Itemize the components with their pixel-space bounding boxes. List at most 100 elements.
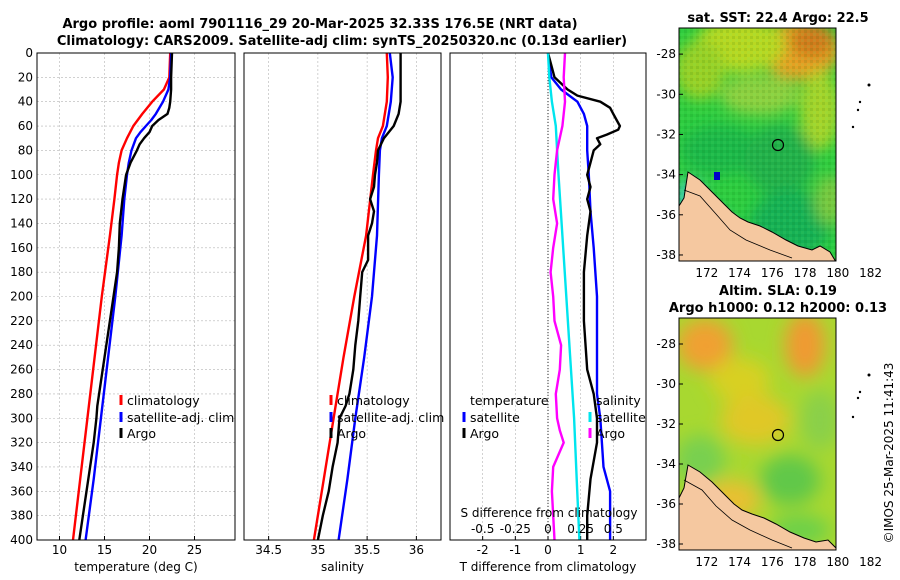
- sst-map: sat. SST: 22.4 Argo: 22.5: [656, 11, 882, 280]
- legend-label: climatology: [127, 393, 200, 408]
- legend-title-salinity: salinity: [596, 393, 641, 408]
- map-lat-label: -36: [656, 208, 676, 222]
- y-tick-label: 220: [10, 314, 33, 328]
- x-axis-label: T difference from climatology: [459, 560, 637, 574]
- legend-label: Argo: [337, 426, 366, 441]
- map-lat-label: -36: [656, 497, 676, 511]
- legend-label: satellite: [596, 410, 646, 425]
- sst-map-frame: [678, 27, 837, 262]
- map-lat-label: -28: [656, 337, 676, 351]
- y-tick-label: 40: [18, 95, 33, 109]
- map-lon-label: 172: [695, 266, 718, 280]
- plot-area: [244, 53, 441, 540]
- salinity-tick-label: 0.25: [567, 522, 594, 536]
- sst-map-title: sat. SST: 22.4 Argo: 22.5: [687, 11, 868, 26]
- y-tick-label: 180: [10, 265, 33, 279]
- map-lon-label: 182: [859, 266, 882, 280]
- map-lat-label: -38: [656, 537, 676, 551]
- map-lon-label: 178: [794, 555, 817, 569]
- y-tick-label: 200: [10, 290, 33, 304]
- salinity-tick-label: -0.25: [500, 522, 531, 536]
- sla-map-image: [679, 318, 836, 550]
- x-tick-label: 35.5: [354, 543, 381, 557]
- series-line-salinity-Argo: [549, 52, 567, 541]
- legend-label: Argo: [127, 426, 156, 441]
- legend-title-temperature: temperature: [470, 393, 549, 408]
- series-line-climatology: [312, 52, 389, 541]
- series-line-climatology: [71, 52, 172, 541]
- x-tick-label: 25: [187, 543, 202, 557]
- x-axis-label: salinity: [321, 560, 364, 574]
- y-tick-label: 100: [10, 168, 33, 182]
- y-tick-label: 160: [10, 241, 33, 255]
- y-tick-label: 280: [10, 387, 33, 401]
- salinity-panel: 34.5 35 35.5 36 salinity climatology satellite…: [243, 52, 444, 574]
- y-tick-label: 300: [10, 411, 33, 425]
- x-tick-label: 36: [409, 543, 424, 557]
- map-lon-label: 176: [761, 555, 784, 569]
- legend-label: Argo: [596, 426, 625, 441]
- legend-label: satellite: [470, 410, 520, 425]
- sla-map: Altim. SLA: 0.19 Argo h1000: 0.12 h2000:…: [656, 284, 887, 569]
- map-lon-label: 174: [728, 266, 751, 280]
- map-lat-label: -32: [656, 417, 676, 431]
- sla-argo-marker: [771, 428, 785, 442]
- salinity-tick-label: 0: [544, 522, 552, 536]
- series-line-satellite-adj-clim: [84, 52, 173, 541]
- map-lon-label: 178: [794, 266, 817, 280]
- x-tick-label: 15: [97, 543, 112, 557]
- plot-frame: [36, 52, 236, 541]
- x-tick-label: 0: [544, 543, 552, 557]
- x-tick-label: 2: [610, 543, 618, 557]
- salinity-tick-label: -0.5: [471, 522, 494, 536]
- series-line-Argo: [316, 53, 402, 541]
- sla-map-frame: [678, 317, 837, 551]
- x-tick-label: 34.5: [255, 543, 282, 557]
- y-tick-label: 320: [10, 436, 33, 450]
- y-tick-label: 360: [10, 484, 33, 498]
- y-tick-label: 240: [10, 338, 33, 352]
- y-tick-label: 340: [10, 460, 33, 474]
- map-lat-label: -32: [656, 127, 676, 141]
- temperature-panel: 10 15 20 25 0 20 40 60 80 100 120 140 160 180 200 220 24…: [10, 46, 236, 574]
- map-lon-label: 174: [728, 555, 751, 569]
- map-lon-label: 176: [761, 266, 784, 280]
- map-lat-label: -28: [656, 47, 676, 61]
- map-lon-label: 182: [859, 555, 882, 569]
- y-tick-label: 140: [10, 216, 33, 230]
- plot-frame: [449, 52, 647, 541]
- series-line-temperature-Argo: [546, 52, 622, 540]
- sla-map-title: Altim. SLA: 0.19: [719, 284, 837, 299]
- series-line-satellite-adj-clim: [337, 52, 394, 541]
- legend-label: satellite-adj. clim: [127, 410, 234, 425]
- y-tick-label: 60: [18, 119, 33, 133]
- credit-text: ©IMOS 25-Mar-2025 11:41:43: [882, 363, 896, 544]
- x-axis-label: temperature (deg C): [74, 560, 197, 574]
- salinity-tick-label: 0.5: [604, 522, 623, 536]
- plot-frame: [243, 52, 442, 541]
- series-line-Argo: [78, 52, 174, 541]
- x-tick-label: 1: [577, 543, 585, 557]
- y-tick-label: 0: [25, 46, 33, 60]
- sst-argo-marker: [771, 138, 785, 152]
- y-tick-label: 120: [10, 192, 33, 206]
- figure-title-line2: Climatology: CARS2009. Satellite-adj cli…: [57, 34, 627, 49]
- legend-label: Argo: [470, 426, 499, 441]
- y-tick-label: 380: [10, 509, 33, 523]
- y-tick-label: 260: [10, 363, 33, 377]
- x-tick-label: -2: [477, 543, 489, 557]
- map-lat-label: -30: [656, 377, 676, 391]
- map-lon-label: 180: [826, 266, 849, 280]
- series-line-salinity-satellite: [546, 52, 581, 541]
- legend-label: satellite-adj. clim: [337, 410, 444, 425]
- figure-title-line1: Argo profile: aoml 7901116_29 20-Mar-202…: [62, 17, 577, 32]
- map-lon-label: 180: [826, 555, 849, 569]
- sla-map-title-line2: Argo h1000: 0.12 h2000: 0.13: [669, 301, 887, 316]
- salinity-axis-label: S difference from climatology: [461, 506, 638, 520]
- map-lat-label: -38: [656, 248, 676, 262]
- y-tick-label: 400: [10, 533, 33, 547]
- x-tick-label: 10: [52, 543, 67, 557]
- legend-label: climatology: [337, 393, 410, 408]
- y-tick-label: 20: [18, 70, 33, 84]
